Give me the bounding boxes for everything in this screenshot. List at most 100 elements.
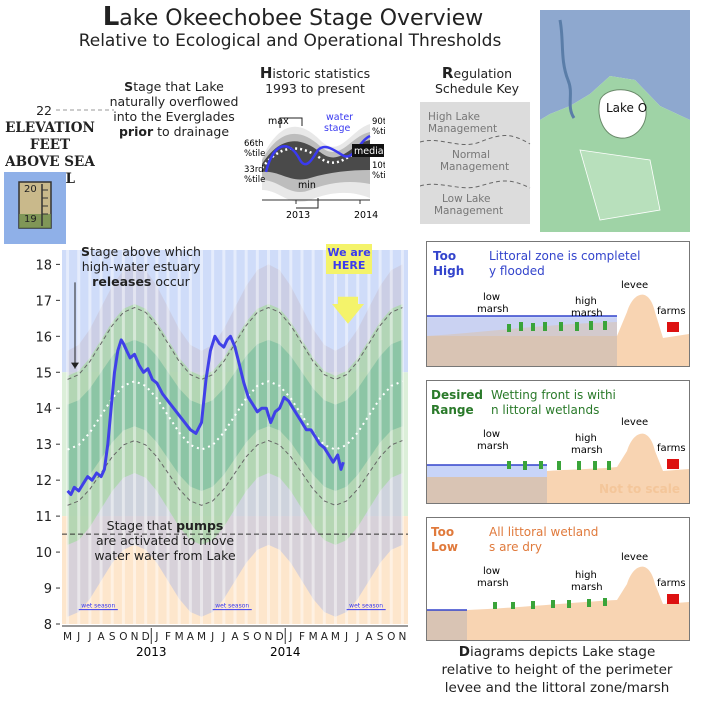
month-stripe: [188, 250, 192, 624]
month-stripe: [311, 250, 315, 624]
panel-too-high-low-marsh: low marsh: [477, 292, 509, 315]
x-tick-label: N: [265, 631, 273, 643]
x-tick-label: J: [210, 631, 214, 643]
month-stripe: [211, 250, 215, 624]
releases-text-3b: occur: [151, 274, 190, 289]
x-tick-label: N: [131, 631, 139, 643]
overflow-text-2: naturally overflowed: [109, 94, 239, 109]
regulation-title-text: egulation: [453, 66, 513, 81]
x-tick-label: F: [299, 631, 305, 643]
y-tick-label: 11: [35, 510, 52, 525]
month-stripe: [356, 250, 360, 624]
releases-text-1: tage above which: [90, 244, 201, 259]
panel-desired-range: Desired Range Wetting front is withi n lit…: [426, 380, 690, 504]
panel-too-high-status: Too High: [433, 249, 464, 278]
y-tick-label: 14: [35, 402, 52, 417]
month-stripes: [66, 250, 404, 624]
p10-label: 10th%tile: [372, 161, 385, 181]
zone-low: Low Lake Management: [434, 193, 503, 217]
x-tick-label: O: [387, 631, 395, 643]
month-stripe: [155, 250, 159, 624]
panel-too-high: Too High Littoral zone is completel y floo…: [426, 241, 690, 367]
year-label-2013: 2013: [136, 645, 167, 659]
wet-season-label: wet season: [215, 603, 249, 610]
y-tick-label: 9: [44, 582, 52, 597]
month-stripe: [200, 250, 204, 624]
page-subtitle: Relative to Ecological and Operational T…: [78, 31, 502, 51]
panel-desired-high-marsh: high marsh: [571, 433, 603, 456]
panel-desired-diagram: Desired Range Wetting front is withi n lit…: [427, 388, 689, 503]
x-tick-label: A: [187, 631, 195, 643]
y-tick-label: 13: [35, 438, 52, 453]
panel-too-low-low-marsh: low marsh: [477, 566, 509, 589]
historic-title-text: istoric statistics: [272, 66, 371, 81]
caption-line-1: iagrams depicts Lake stage: [469, 644, 656, 660]
y-tick-label: 16: [35, 330, 52, 345]
historic-key-title: Historic statistics 1993 to present: [250, 66, 380, 97]
month-stripe: [322, 250, 326, 624]
month-stripe: [367, 250, 371, 624]
zone-high: High Lake Management: [428, 111, 497, 135]
panel-too-low-desc: All littoral wetland s are dry: [489, 525, 598, 554]
month-stripe: [244, 250, 248, 624]
lake-okeechobee-map: Lake O: [540, 10, 690, 232]
panel-too-low-diagram: Too Low All littoral wetland s are dry low…: [427, 525, 689, 640]
p66-label: 66th %tile: [244, 139, 265, 159]
releases-text-3: releases: [92, 274, 152, 289]
title-rest: ake Okeechobee Stage Overview: [119, 6, 484, 31]
y-tick-label: 10: [35, 546, 52, 561]
month-stripe: [99, 250, 103, 624]
x-tick-label: M: [175, 631, 184, 643]
median-label: median: [354, 146, 385, 157]
overflow-annotation: Stage that Lake naturally overflowed int…: [104, 79, 244, 139]
we-are-here-arrow: [332, 296, 364, 324]
month-stripe: [121, 250, 125, 624]
caption-line-3: levee and the littoral zone/marsh: [444, 680, 670, 696]
max-label: max: [268, 116, 289, 127]
panel-desired-levee: levee: [621, 417, 648, 428]
historic-median-line: [67, 380, 403, 451]
page-title: Lake Okeechobee Stage Overview: [58, 4, 528, 32]
pumps-text-1a: Stage that: [106, 518, 177, 533]
historic-subtitle: 1993 to present: [265, 81, 365, 96]
year-label-2014: 2014: [270, 645, 301, 659]
month-stripe: [278, 250, 282, 624]
x-tick-label: J: [344, 631, 348, 643]
month-stripe: [378, 250, 382, 624]
overflow-text-1: tage that Lake: [133, 79, 224, 94]
panel-desired-status: Desired Range: [431, 388, 483, 417]
x-tick-label: O: [119, 631, 127, 643]
panel-desired-desc: Wetting front is withi n littoral wetland…: [491, 388, 616, 417]
month-stripe: [166, 250, 170, 624]
panel-too-high-diagram: Too High Littoral zone is completel y floo…: [427, 249, 689, 366]
x-tick-label: A: [365, 631, 373, 643]
month-stripe: [144, 250, 148, 624]
panel-desired-farms: farms: [657, 443, 686, 454]
x-tick-label: M: [309, 631, 318, 643]
x-tick-label: S: [243, 631, 250, 643]
overflow-leader-line: [56, 109, 114, 111]
water-stage-line: [66, 334, 345, 496]
y-tick-label: 17: [35, 294, 52, 309]
panel-too-low-levee: levee: [621, 552, 648, 563]
x-tick-label: J: [76, 631, 80, 643]
panel-desired-low-marsh: low marsh: [477, 429, 509, 452]
releases-annotation: Stage above which high-water estuary rel…: [76, 244, 206, 289]
panel-too-high-levee: levee: [621, 280, 648, 291]
wet-season-label: wet season: [81, 603, 115, 610]
gauge-number-20: 20: [24, 184, 37, 195]
x-tick-label: A: [97, 631, 105, 643]
series-layer: [66, 334, 345, 496]
y-tick-label: 18: [35, 258, 52, 273]
month-stripe: [222, 250, 226, 624]
x-tick-label: S: [377, 631, 384, 643]
wet-season-label: wet season: [349, 603, 383, 610]
map-label-lake-o: Lake O: [606, 101, 647, 115]
x-tick-label: N: [398, 631, 406, 643]
panel-too-low-high-marsh: high marsh: [571, 570, 603, 593]
month-stripe: [333, 250, 337, 624]
month-stripe: [289, 250, 293, 624]
overflow-text-3: into the Everglades: [113, 109, 235, 124]
overflow-text-4b: to drainage: [153, 124, 230, 139]
panel-too-low-farms: farms: [657, 578, 686, 589]
